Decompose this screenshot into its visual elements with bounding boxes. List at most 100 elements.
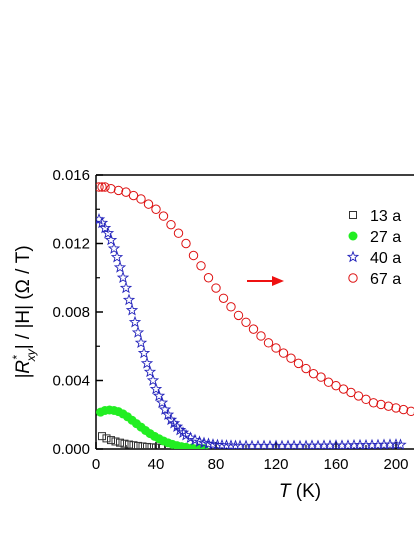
y-tick-label: 0.012 <box>52 236 90 253</box>
data-point <box>140 356 154 369</box>
legend-label: 67 a <box>370 271 401 288</box>
data-point <box>229 439 242 449</box>
data-point <box>100 182 110 192</box>
data-point <box>97 182 107 192</box>
data-point <box>143 442 151 449</box>
data-point <box>137 346 151 359</box>
data-point <box>211 283 221 293</box>
series-2 <box>96 405 209 449</box>
data-point <box>338 384 349 394</box>
data-point <box>149 382 163 395</box>
data-point <box>167 416 181 429</box>
data-point <box>116 271 130 283</box>
data-point <box>376 399 386 410</box>
data-point <box>398 404 409 415</box>
data-point <box>346 387 356 398</box>
data-point <box>134 441 142 449</box>
arrow-head <box>272 276 284 286</box>
data-point <box>361 394 371 405</box>
data-point <box>128 190 139 201</box>
data-point <box>383 401 394 411</box>
legend-label: 27 a <box>370 229 401 246</box>
data-point <box>143 365 157 378</box>
ylabel-left: |R <box>13 360 34 379</box>
x-tick-label: 80 <box>208 456 225 473</box>
data-point <box>161 408 175 420</box>
data-point <box>101 226 115 239</box>
x-tick-label: 120 <box>263 456 288 473</box>
y-axis-title: |R*xy| / |H| (Ω / T) <box>10 245 38 378</box>
data-point <box>102 434 111 443</box>
data-point <box>136 194 146 204</box>
data-point <box>119 281 133 294</box>
data-point <box>316 372 326 382</box>
data-point <box>111 437 120 446</box>
y-tick-label: 0.000 <box>52 441 90 458</box>
data-point <box>113 185 124 196</box>
xlabel-variable: T <box>279 481 292 502</box>
data-point <box>158 403 172 415</box>
data-point <box>308 368 319 379</box>
data-point <box>248 324 259 334</box>
data-point <box>323 377 334 387</box>
legend-marker <box>348 231 358 241</box>
x-tick-label: 0 <box>92 456 100 473</box>
data-point <box>394 438 407 449</box>
legend-marker <box>349 211 357 219</box>
data-point <box>271 343 281 353</box>
y-tick-label: 0.008 <box>52 304 90 321</box>
data-point <box>120 439 129 448</box>
data-point <box>122 293 136 306</box>
legend-label: 13 a <box>370 208 401 225</box>
legend-label: 40 a <box>370 250 401 267</box>
data-point <box>96 216 109 229</box>
data-point <box>203 273 214 283</box>
data-point <box>166 219 176 230</box>
data-point <box>158 211 169 221</box>
x-tick-label: 160 <box>323 456 348 473</box>
data-point <box>256 331 266 341</box>
data-point <box>129 441 138 449</box>
data-point <box>107 436 115 445</box>
data-point <box>113 261 127 273</box>
ylabel-subscript: xy <box>24 348 38 362</box>
data-point <box>146 374 160 386</box>
data-point <box>152 443 160 449</box>
data-point <box>152 389 166 402</box>
data-point <box>293 358 304 369</box>
x-tick-label: 40 <box>148 456 165 473</box>
legend-marker <box>348 273 358 283</box>
data-point <box>301 363 311 374</box>
data-point <box>96 182 104 192</box>
y-ticks: 0.000 0.004 0.008 0.012 0.016 <box>52 167 103 458</box>
data-point <box>151 204 161 214</box>
data-point <box>286 353 296 363</box>
plot-frame <box>95 174 414 450</box>
data-point <box>110 250 124 263</box>
data-point <box>98 221 112 234</box>
data-point <box>116 438 124 447</box>
data-point <box>164 413 178 426</box>
data-point <box>138 442 147 449</box>
data-point <box>104 233 118 246</box>
data-point <box>155 396 169 409</box>
data-point <box>143 199 154 209</box>
data-point <box>147 443 156 449</box>
data-point <box>331 380 341 391</box>
x-tick-label: 200 <box>383 456 408 473</box>
data-point <box>241 317 251 327</box>
data-point <box>218 293 229 303</box>
data-point <box>233 310 244 321</box>
data-point <box>131 326 145 338</box>
legend-marker <box>346 250 360 263</box>
legend: 13 a 27 a 40 a 67 a <box>346 208 401 288</box>
data-point <box>134 336 148 349</box>
data-point <box>98 432 106 441</box>
data-point <box>188 250 199 261</box>
data-point <box>125 303 139 316</box>
ylabel-right: | / |H| (Ω / T) <box>13 245 34 349</box>
series-4 <box>96 182 414 417</box>
data-point <box>278 348 289 358</box>
data-point <box>196 261 206 271</box>
